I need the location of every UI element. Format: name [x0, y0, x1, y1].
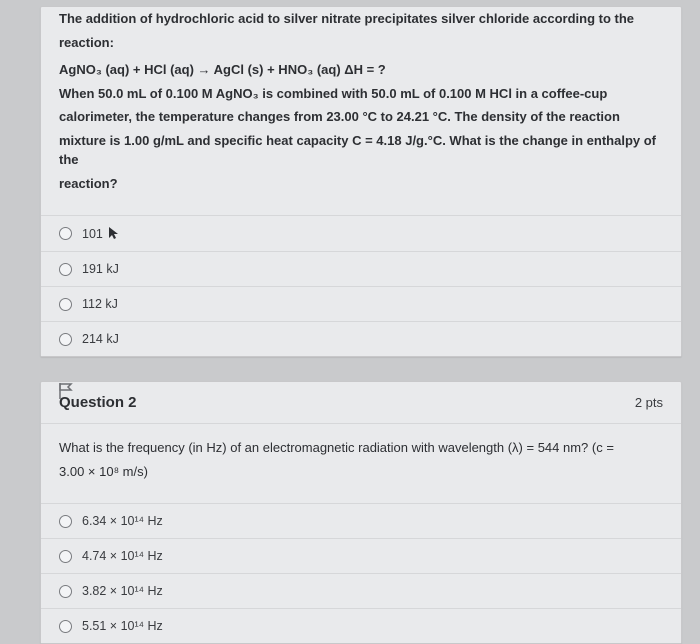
q2-option-b-label: 4.74 × 10¹⁴ Hz [82, 549, 163, 563]
q2-option-d-label: 5.51 × 10¹⁴ Hz [82, 619, 163, 633]
radio-icon [59, 515, 72, 528]
question-1-stem: The addition of hydrochloric acid to sil… [41, 7, 681, 207]
radio-icon [59, 333, 72, 346]
q1-text-line1: The addition of hydrochloric acid to sil… [59, 11, 634, 26]
q1-equation: AgNO₃ (aq) + HCl (aq) → AgCl (s) + HNO₃ … [59, 60, 663, 80]
question-2-header: Question 2 2 pts [41, 382, 681, 424]
q2-option-d[interactable]: 5.51 × 10¹⁴ Hz [41, 609, 681, 643]
radio-icon [59, 620, 72, 633]
q1-text-line3: When 50.0 mL of 0.100 M AgNO₃ is combine… [59, 86, 607, 101]
q2-text-line1: What is the frequency (in Hz) of an elec… [59, 438, 663, 458]
q1-options: 101 191 kJ 112 kJ 214 kJ [41, 215, 681, 356]
cursor-icon [108, 226, 120, 240]
question-1-card: The addition of hydrochloric acid to sil… [40, 6, 682, 357]
q1-option-b-label: 191 kJ [82, 262, 119, 276]
radio-icon [59, 585, 72, 598]
q1-text-line6: reaction? [59, 176, 118, 191]
q1-text-line5: mixture is 1.00 g/mL and specific heat c… [59, 133, 656, 168]
q2-option-b[interactable]: 4.74 × 10¹⁴ Hz [41, 539, 681, 574]
q2-options: 6.34 × 10¹⁴ Hz 4.74 × 10¹⁴ Hz 3.82 × 10¹… [41, 503, 681, 643]
q2-text-line2: 3.00 × 10⁸ m/s) [59, 462, 663, 482]
q1-option-c-label: 112 kJ [82, 297, 118, 311]
q1-option-b[interactable]: 191 kJ [41, 252, 681, 287]
flag-icon[interactable] [56, 381, 76, 401]
question-2-points: 2 pts [635, 395, 663, 410]
radio-icon [59, 227, 72, 240]
q1-option-c[interactable]: 112 kJ [41, 287, 681, 322]
q1-option-a-label: 101 [82, 226, 120, 241]
q1-text-line4: calorimeter, the temperature changes fro… [59, 109, 620, 124]
radio-icon [59, 550, 72, 563]
q1-option-d-label: 214 kJ [82, 332, 119, 346]
radio-icon [59, 298, 72, 311]
q1-text-line2: reaction: [59, 35, 114, 50]
question-2-stem: What is the frequency (in Hz) of an elec… [41, 424, 681, 495]
q2-option-a-label: 6.34 × 10¹⁴ Hz [82, 514, 163, 528]
q1-option-d[interactable]: 214 kJ [41, 322, 681, 356]
q2-option-c[interactable]: 3.82 × 10¹⁴ Hz [41, 574, 681, 609]
question-2-card: Question 2 2 pts What is the frequency (… [40, 381, 682, 644]
q2-option-a[interactable]: 6.34 × 10¹⁴ Hz [41, 504, 681, 539]
q1-option-a[interactable]: 101 [41, 216, 681, 252]
radio-icon [59, 263, 72, 276]
q2-option-c-label: 3.82 × 10¹⁴ Hz [82, 584, 163, 598]
